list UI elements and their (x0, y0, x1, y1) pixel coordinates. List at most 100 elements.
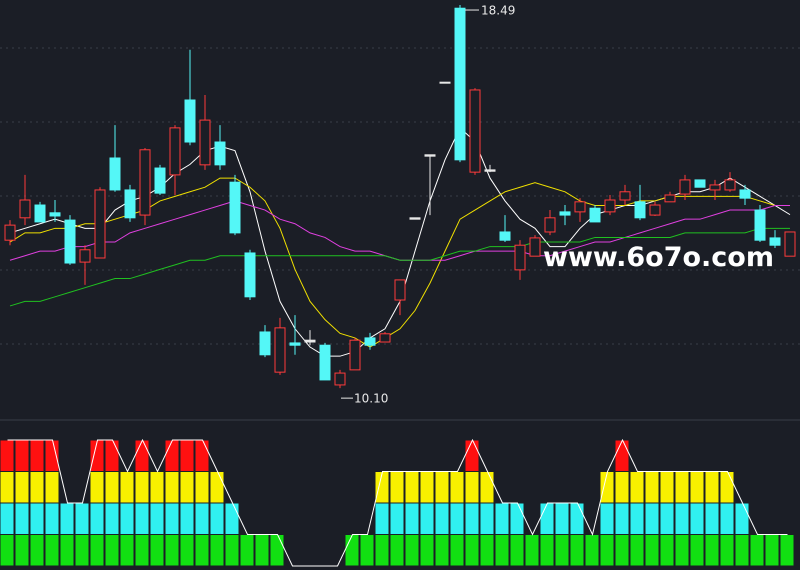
indicator-bar (134, 471, 150, 504)
candle-body (364, 337, 376, 346)
candle-body (529, 237, 541, 257)
candle-body (544, 217, 556, 233)
indicator-bar (614, 502, 630, 535)
indicator-bar (704, 534, 720, 567)
indicator-bar (389, 534, 405, 567)
candle-body (394, 279, 406, 301)
indicator-bar (719, 502, 735, 535)
indicator-bar (134, 534, 150, 567)
indicator-bar (104, 439, 120, 472)
indicator-bar (149, 534, 165, 567)
candle-body (334, 372, 346, 386)
candle-body (109, 157, 121, 191)
indicator-bar (689, 502, 705, 535)
indicator-bar (494, 502, 510, 535)
indicator-bar (554, 534, 570, 567)
indicator-bar (269, 534, 285, 567)
indicator-bar (59, 534, 75, 567)
candle-body (199, 119, 211, 166)
indicator-bar (629, 534, 645, 567)
indicator-bar (374, 471, 390, 504)
indicator-bar (0, 471, 15, 504)
indicator-bar (359, 534, 375, 567)
candle-body (229, 181, 241, 234)
indicator-bar (119, 471, 135, 504)
indicator-bar (569, 534, 585, 567)
candle-body (214, 141, 226, 166)
indicator-bar (89, 534, 105, 567)
indicator-bar (719, 471, 735, 504)
indicator-bar (179, 439, 195, 472)
indicator-bar (419, 534, 435, 567)
indicator-bar (524, 534, 540, 567)
candle-body (49, 212, 61, 217)
indicator-bar (209, 534, 225, 567)
candle-body (319, 344, 331, 381)
candle-body (499, 231, 511, 241)
indicator-bar (629, 502, 645, 535)
candle-body (19, 199, 31, 219)
indicator-bar (29, 534, 45, 567)
candle-body (574, 201, 586, 213)
candle-body (634, 201, 646, 219)
indicator-bar (479, 502, 495, 535)
indicator-bar (434, 471, 450, 504)
indicator-bar (644, 471, 660, 504)
indicator-bar (779, 534, 795, 567)
indicator-bar (659, 534, 675, 567)
indicator-bar (614, 471, 630, 504)
annotation: 10.10 (354, 392, 388, 406)
indicator-bar (89, 471, 105, 504)
indicator-bar (0, 534, 15, 567)
indicator-bar (194, 439, 210, 472)
candle-body (289, 342, 301, 346)
indicator-bar (119, 502, 135, 535)
indicator-bar (389, 471, 405, 504)
indicator-bar (134, 439, 150, 472)
indicator-bar (704, 502, 720, 535)
indicator-bar (419, 502, 435, 535)
indicator-bar (614, 534, 630, 567)
indicator-bar (449, 471, 465, 504)
annotation: 18.49 (481, 4, 515, 18)
indicator-bar (389, 502, 405, 535)
indicator-bar (554, 502, 570, 535)
candle-body (649, 204, 661, 216)
indicator-bar (749, 534, 765, 567)
indicator-bar (29, 502, 45, 535)
indicator-bar (239, 534, 255, 567)
indicator-bar (14, 439, 30, 472)
indicator-bar (74, 534, 90, 567)
candle-body (424, 154, 436, 157)
candle-body (589, 207, 601, 223)
indicator-bar (44, 471, 60, 504)
indicator-bar (374, 502, 390, 535)
indicator-bar (434, 502, 450, 535)
indicator-bar (104, 502, 120, 535)
indicator-bar (599, 534, 615, 567)
indicator-bar (464, 471, 480, 504)
indicator-bar (539, 534, 555, 567)
candle-body (754, 209, 766, 241)
candle-body (34, 204, 46, 223)
indicator-bar (404, 471, 420, 504)
indicator-bar (509, 502, 525, 535)
indicator-bar (599, 471, 615, 504)
indicator-bar (494, 534, 510, 567)
candle-body (124, 189, 136, 219)
candle-body (379, 333, 391, 343)
indicator-bar (44, 502, 60, 535)
indicator-bar (374, 534, 390, 567)
indicator-bar (764, 534, 780, 567)
indicator-bar (194, 502, 210, 535)
indicator-bar (0, 439, 15, 472)
candle-body (469, 89, 481, 173)
indicator-bar (689, 534, 705, 567)
candle-body (259, 331, 271, 356)
indicator-bar (164, 534, 180, 567)
candle-body (784, 231, 796, 257)
indicator-bar (404, 502, 420, 535)
candle-body (604, 199, 616, 213)
indicator-bar (464, 439, 480, 472)
